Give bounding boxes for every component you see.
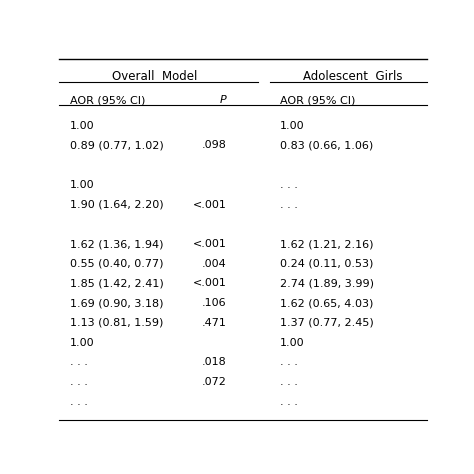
Text: 0.24 (0.11, 0.53): 0.24 (0.11, 0.53) xyxy=(280,259,373,269)
Text: 1.00: 1.00 xyxy=(280,121,304,131)
Text: <.001: <.001 xyxy=(192,239,227,249)
Text: 1.62 (0.65, 4.03): 1.62 (0.65, 4.03) xyxy=(280,298,373,308)
Text: . . .: . . . xyxy=(70,397,88,407)
Text: . . .: . . . xyxy=(280,200,298,210)
Text: 1.00: 1.00 xyxy=(70,180,95,190)
Text: Adolescent  Girls: Adolescent Girls xyxy=(303,70,403,82)
Text: .018: .018 xyxy=(201,357,227,367)
Text: 2.74 (1.89, 3.99): 2.74 (1.89, 3.99) xyxy=(280,278,374,288)
Text: 1.69 (0.90, 3.18): 1.69 (0.90, 3.18) xyxy=(70,298,164,308)
Text: . . .: . . . xyxy=(280,357,298,367)
Text: 1.62 (1.36, 1.94): 1.62 (1.36, 1.94) xyxy=(70,239,164,249)
Text: .072: .072 xyxy=(201,377,227,387)
Text: 1.00: 1.00 xyxy=(70,337,95,347)
Text: <.001: <.001 xyxy=(192,278,227,288)
Text: 1.85 (1.42, 2.41): 1.85 (1.42, 2.41) xyxy=(70,278,164,288)
Text: 1.62 (1.21, 2.16): 1.62 (1.21, 2.16) xyxy=(280,239,373,249)
Text: .098: .098 xyxy=(201,140,227,150)
Text: . . .: . . . xyxy=(70,377,88,387)
Text: 1.37 (0.77, 2.45): 1.37 (0.77, 2.45) xyxy=(280,318,374,328)
Text: .471: .471 xyxy=(201,318,227,328)
Text: 1.13 (0.81, 1.59): 1.13 (0.81, 1.59) xyxy=(70,318,164,328)
Text: P: P xyxy=(219,95,227,105)
Text: 1.90 (1.64, 2.20): 1.90 (1.64, 2.20) xyxy=(70,200,164,210)
Text: . . .: . . . xyxy=(280,397,298,407)
Text: . . .: . . . xyxy=(70,357,88,367)
Text: 0.83 (0.66, 1.06): 0.83 (0.66, 1.06) xyxy=(280,140,373,150)
Text: .106: .106 xyxy=(202,298,227,308)
Text: Overall  Model: Overall Model xyxy=(112,70,198,82)
Text: 0.55 (0.40, 0.77): 0.55 (0.40, 0.77) xyxy=(70,259,164,269)
Text: <.001: <.001 xyxy=(192,200,227,210)
Text: 0.89 (0.77, 1.02): 0.89 (0.77, 1.02) xyxy=(70,140,164,150)
Text: 1.00: 1.00 xyxy=(280,337,304,347)
Text: .004: .004 xyxy=(201,259,227,269)
Text: AOR (95% CI): AOR (95% CI) xyxy=(70,95,146,105)
Text: . . .: . . . xyxy=(280,180,298,190)
Text: AOR (95% CI): AOR (95% CI) xyxy=(280,95,355,105)
Text: 1.00: 1.00 xyxy=(70,121,95,131)
Text: . . .: . . . xyxy=(280,377,298,387)
